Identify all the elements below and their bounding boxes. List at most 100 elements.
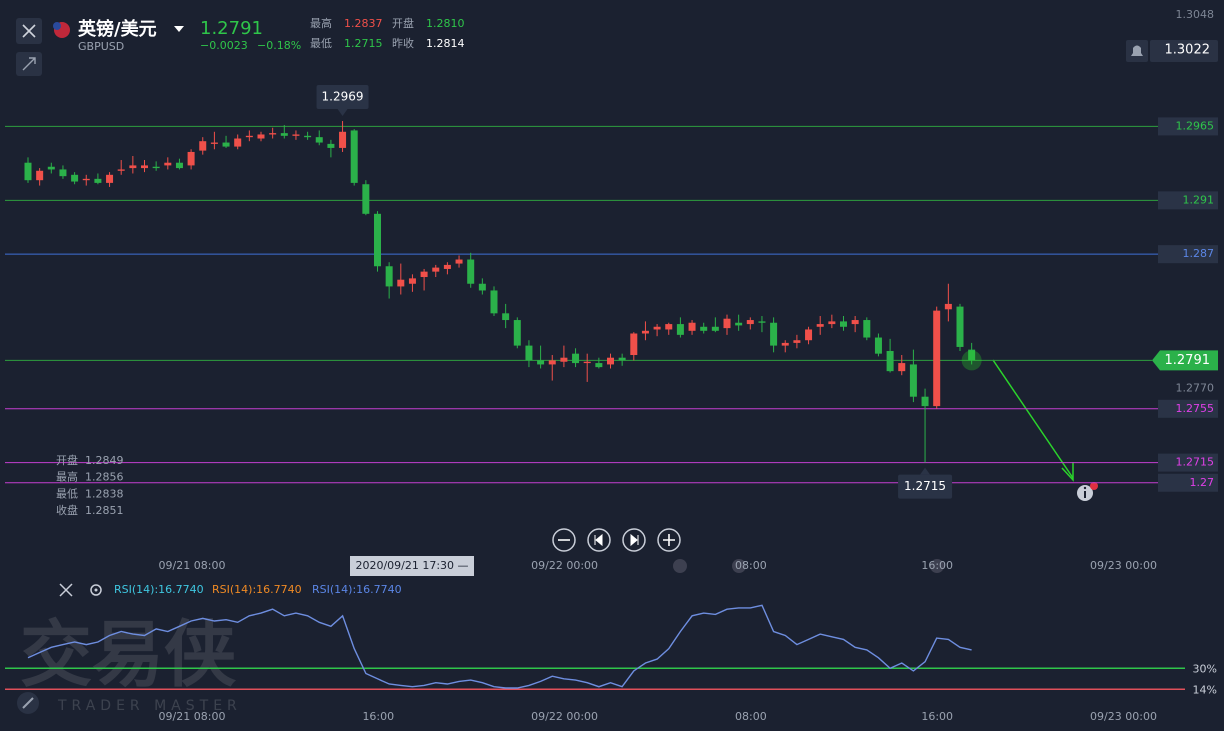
candle-body — [71, 174, 79, 182]
candle-body — [327, 143, 335, 148]
candle-body — [933, 310, 941, 407]
candle-body — [560, 357, 568, 362]
candle-body — [280, 133, 288, 136]
hover-value: 1.2856 — [85, 471, 124, 484]
candle-body — [735, 322, 743, 326]
rsi-x-tick-label: 16:00 — [362, 710, 394, 723]
candle-body — [152, 166, 160, 169]
candle-body — [397, 279, 405, 287]
candle-body — [863, 320, 871, 338]
candle-body — [898, 363, 906, 372]
candle-body — [164, 162, 172, 166]
stat-value: 1.2715 — [344, 37, 383, 50]
candle-body — [408, 278, 416, 284]
y-tick-label: 1.2770 — [1176, 382, 1215, 395]
candle-body — [630, 333, 638, 356]
stat-label: 昨收 — [392, 36, 414, 50]
candle-body — [141, 165, 148, 169]
collapse-button[interactable] — [16, 52, 42, 76]
rsi-close[interactable] — [59, 583, 73, 597]
alert-price-box — [1150, 40, 1218, 62]
timeline-dot — [930, 559, 944, 573]
candle-body — [968, 349, 976, 361]
alert-price: 1.3022 — [1165, 42, 1211, 57]
candle-body — [525, 345, 533, 361]
x-tick-label: 08:00 — [735, 559, 767, 572]
annotation-arrow — [992, 359, 1074, 479]
dropdown-caret[interactable] — [174, 26, 184, 32]
watermark-en: TRADER MASTER — [57, 698, 242, 714]
level-label-box — [1158, 399, 1218, 418]
stat-value: 1.2810 — [426, 17, 465, 30]
candle-body — [339, 131, 347, 148]
high-callout-pointer — [337, 109, 348, 117]
candle-body — [292, 134, 300, 136]
stat-label: 最高 — [310, 16, 332, 30]
stat-label: 开盘 — [392, 16, 414, 30]
rsi-level-label: 30% — [1193, 662, 1217, 675]
price: 1.2791 — [200, 18, 263, 39]
candle-body — [746, 320, 754, 325]
x-tick-label: 09/21 08:00 — [159, 559, 226, 572]
candle-body — [770, 322, 778, 346]
low-callout-pointer — [920, 467, 931, 475]
candle-body — [210, 142, 218, 144]
rsi-legend: RSI(14):16.7740 — [212, 583, 302, 596]
candle-body — [82, 178, 90, 181]
candle-body — [851, 320, 859, 325]
symbol: GBPUSD — [78, 40, 124, 53]
back-button[interactable] — [587, 528, 611, 552]
forward-button[interactable] — [622, 528, 646, 552]
nav-buttons — [552, 528, 681, 552]
rsi-settings[interactable] — [90, 584, 102, 596]
candle-body — [793, 340, 801, 343]
stat-label: 最低 — [310, 37, 332, 50]
candle-body — [816, 324, 824, 327]
candle-body — [676, 324, 684, 335]
candle-body — [362, 184, 370, 214]
candle-body — [921, 396, 929, 407]
candle-body — [723, 318, 731, 329]
hover-label: 开盘 — [56, 453, 78, 467]
info-icon[interactable] — [1077, 482, 1098, 501]
candle-body — [874, 337, 882, 354]
high-marker: 1.2969 — [322, 90, 364, 104]
candle-body — [513, 320, 521, 346]
candle-body — [257, 134, 265, 139]
rsi-x-tick-label: 08:00 — [735, 710, 767, 723]
close-button[interactable] — [16, 18, 42, 44]
level-label: 1.2715 — [1176, 456, 1215, 469]
candle-body — [828, 321, 836, 325]
candle-body — [781, 342, 789, 346]
candle-body — [199, 141, 207, 151]
zoom-in-button[interactable] — [657, 528, 681, 552]
timeline-dot — [732, 559, 746, 573]
candle-body — [36, 170, 44, 181]
timeline-dot — [673, 559, 687, 573]
zoom-out-button[interactable] — [552, 528, 576, 552]
side-tool[interactable] — [17, 692, 39, 714]
rsi-legend: RSI(14):16.7740 — [114, 583, 204, 596]
high-callout — [316, 85, 369, 110]
candle-body — [59, 169, 67, 177]
rsi-line — [27, 604, 972, 689]
low-callout — [898, 474, 953, 499]
hover-label: 最低 — [56, 487, 78, 500]
x-tick-label: 09/22 00:00 — [531, 559, 598, 572]
rsi-x-tick-label: 09/21 08:00 — [159, 710, 226, 723]
current-price-label: 1.2791 — [1165, 353, 1211, 368]
stat-value: 1.2837 — [344, 17, 383, 30]
candle-body — [222, 142, 230, 147]
level-label-box — [1158, 245, 1218, 264]
pair-name[interactable]: 英镑/美元 — [77, 18, 157, 40]
level-label: 1.291 — [1183, 193, 1215, 206]
candle-body — [478, 283, 486, 291]
candle-body — [490, 290, 498, 314]
change: −0.0023 — [200, 39, 248, 52]
candle-body — [944, 303, 952, 310]
hover-value: 1.2838 — [85, 487, 124, 500]
alert-button[interactable] — [1126, 40, 1148, 62]
annotation-arrowhead — [1061, 462, 1074, 482]
